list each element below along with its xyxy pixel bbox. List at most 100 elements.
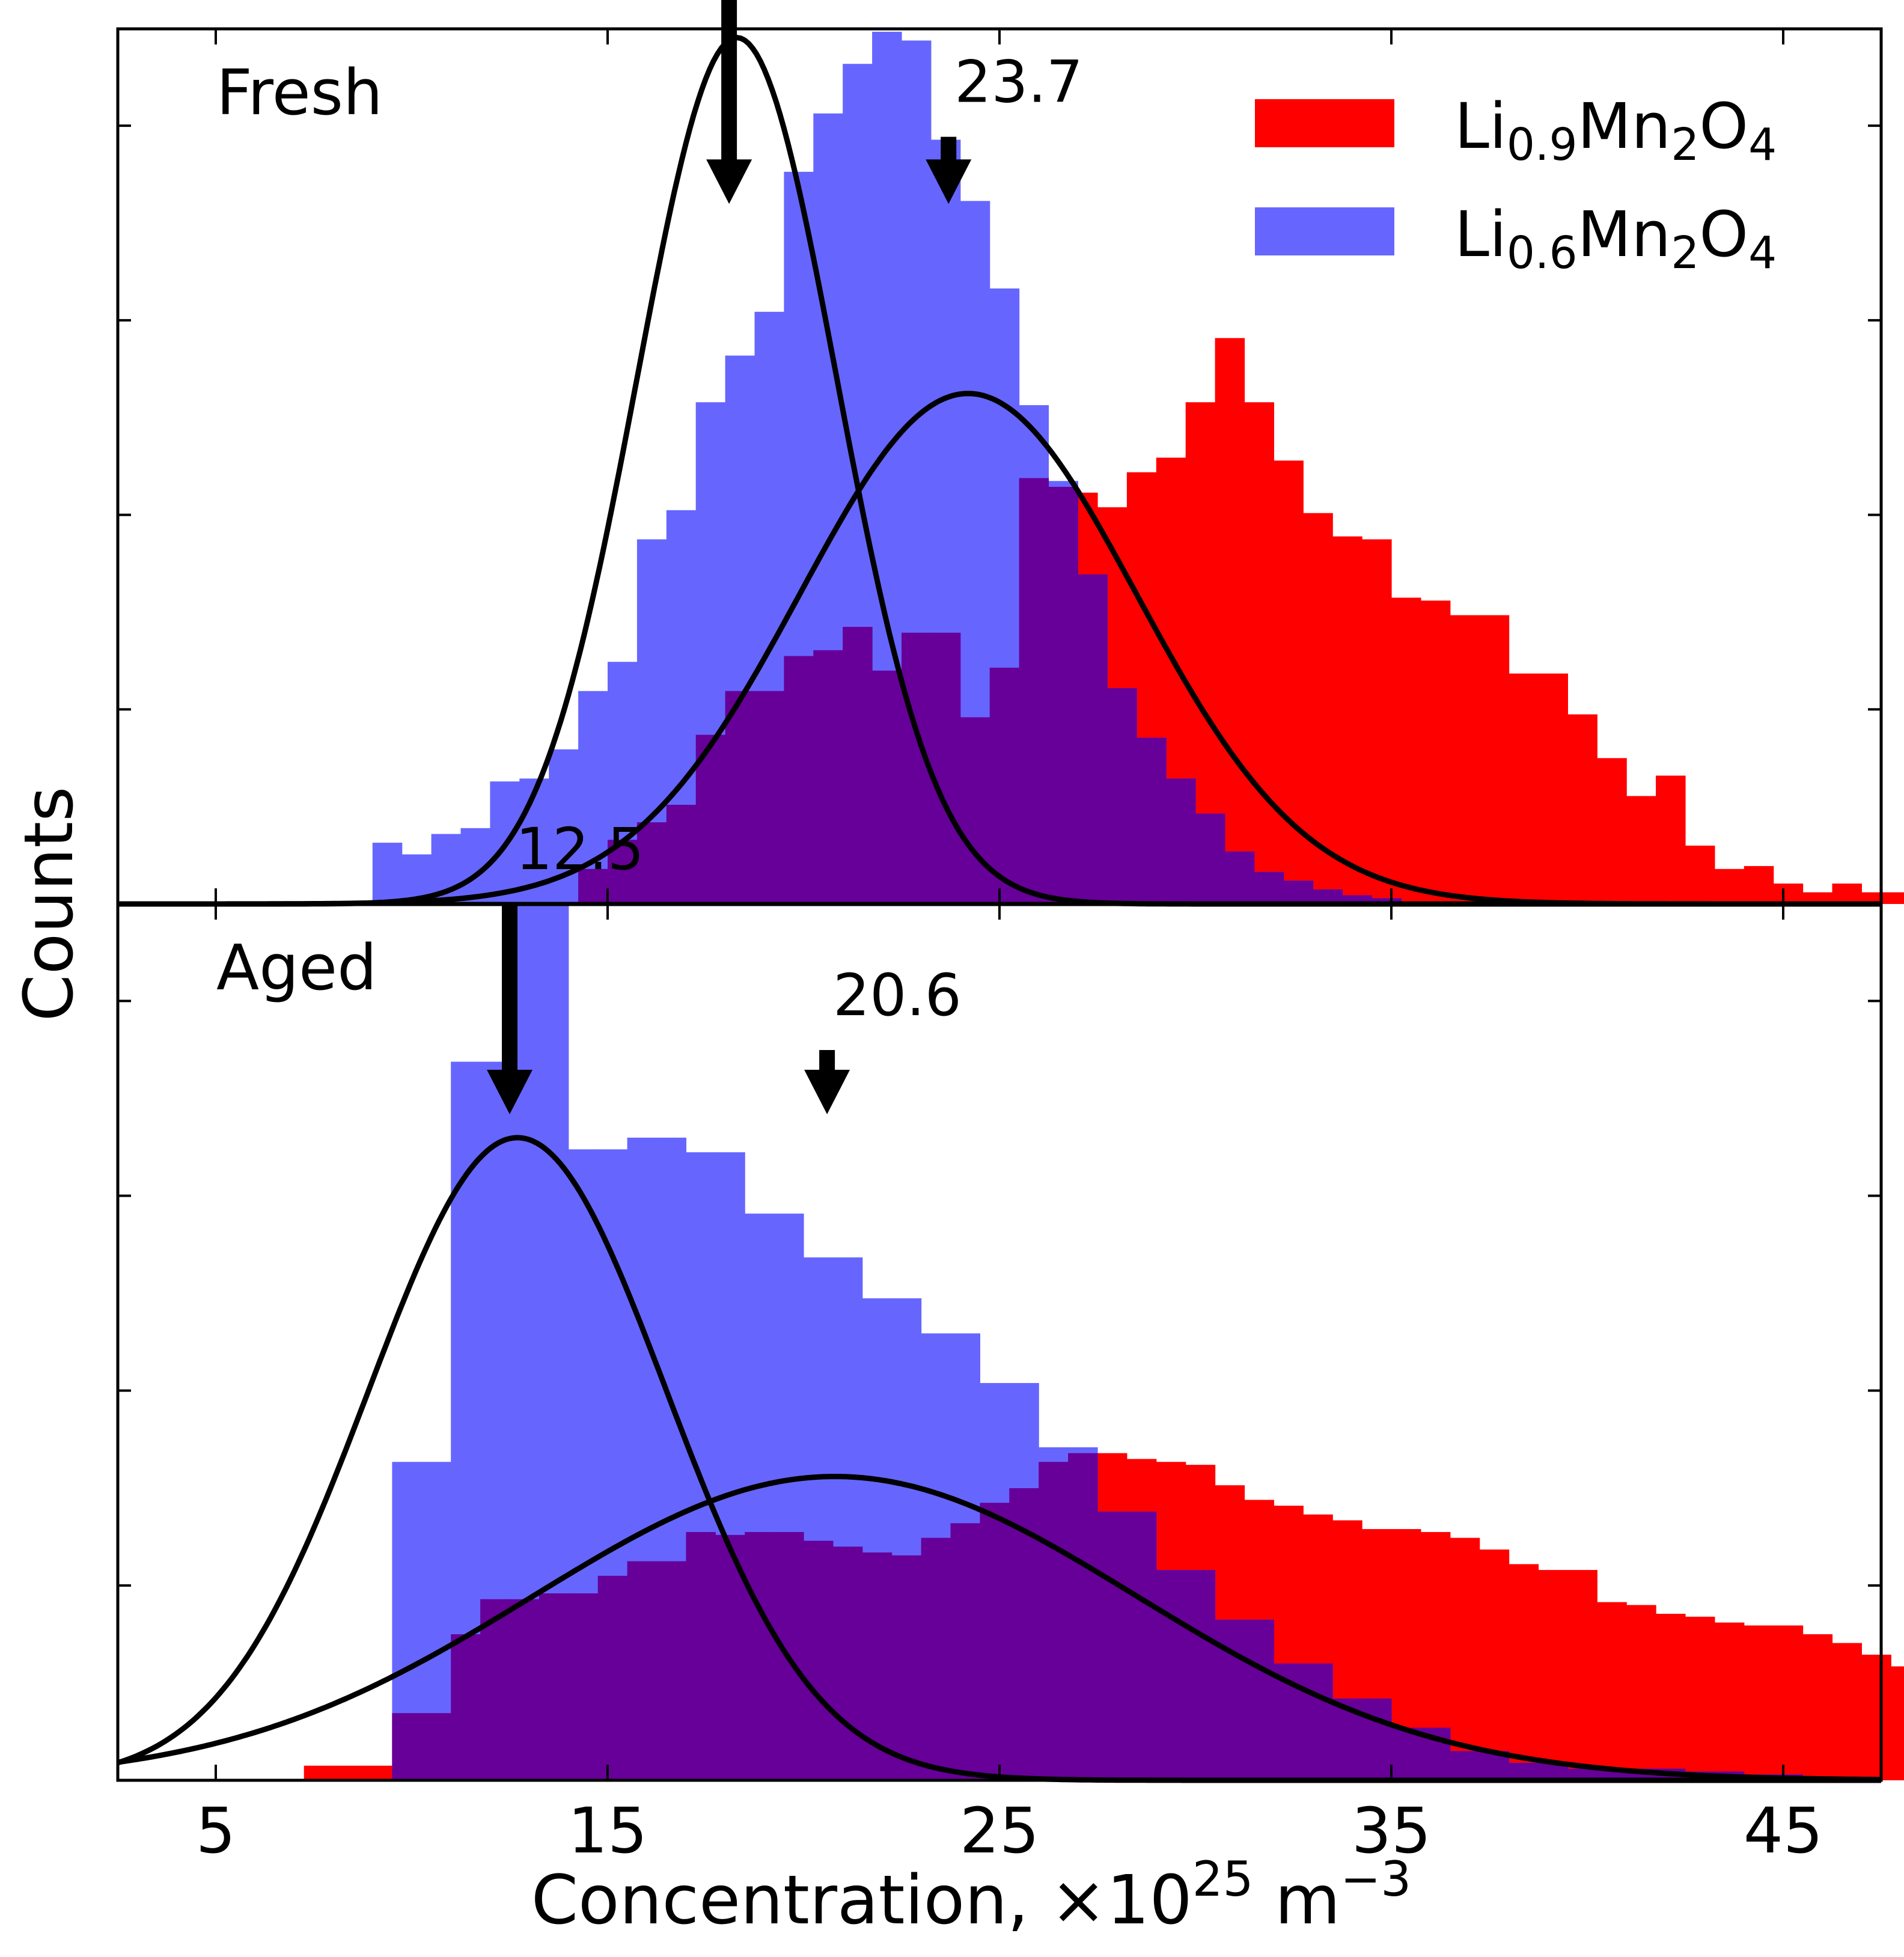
bar-li09-aged-1 [333, 1765, 364, 1780]
x-axis-label: Concentration, ×1025 m−3 [531, 1851, 1411, 1940]
x-tick-label-25: 25 [960, 1794, 1039, 1867]
bar-overlap-aged-13 [686, 1531, 716, 1780]
bar-overlap-fresh-12 [725, 691, 755, 904]
bar-overlap-fresh-25 [1107, 688, 1137, 904]
bar-li09-fresh-36 [1626, 796, 1656, 904]
bar-overlap-fresh-9 [636, 822, 667, 904]
aged-panel-title: Aged [216, 931, 377, 1004]
bar-li09-fresh-41 [1773, 884, 1804, 904]
bar-overlap-aged-26 [1068, 1453, 1098, 1780]
bar-overlap-aged-28 [1126, 1511, 1157, 1780]
bar-overlap-fresh-27 [1166, 778, 1196, 904]
bar-overlap-aged-4 [421, 1713, 451, 1780]
bar-li09-fresh-34 [1567, 714, 1597, 904]
bar-overlap-aged-20 [891, 1555, 922, 1780]
bar-overlap-fresh-22 [1019, 478, 1049, 904]
arrow-head-1 [926, 159, 972, 204]
fresh-annotations: 18.123.7 [706, 0, 1083, 204]
bar-overlap-fresh-31 [1283, 881, 1314, 904]
bar-overlap-aged-22 [950, 1523, 980, 1780]
bar-overlap-fresh-19 [930, 632, 961, 904]
bar-li09-fresh-33 [1538, 673, 1568, 904]
fresh-panel-title: Fresh [216, 56, 383, 129]
bar-overlap-aged-17 [804, 1540, 834, 1780]
bar-overlap-fresh-16 [843, 626, 873, 904]
x-tick-label-15: 15 [568, 1794, 647, 1867]
bar-overlap-fresh-28 [1195, 813, 1225, 904]
bar-li09-fresh-24 [1274, 460, 1304, 904]
bar-li09-fresh-26 [1332, 536, 1362, 904]
arrow-head-1 [804, 1069, 850, 1114]
x-tick-label-35: 35 [1352, 1794, 1431, 1867]
x-tick-labels: 5 15 25 35 45 [196, 1794, 1823, 1867]
fit-curve-aged-1 [117, 1474, 1882, 1783]
peak-label-12.5: 12.5 [516, 816, 644, 883]
aged-histogram-bars [304, 904, 1904, 1780]
bar-li09-aged-53 [1861, 1655, 1891, 1780]
bar-overlap-fresh-23 [1048, 486, 1078, 904]
bar-overlap-fresh-21 [989, 667, 1020, 904]
bar-overlap-fresh-15 [813, 650, 843, 904]
bar-overlap-aged-8 [539, 1593, 569, 1780]
bar-overlap-fresh-30 [1254, 872, 1284, 904]
bar-overlap-aged-34 [1303, 1663, 1333, 1780]
bar-overlap-fresh-10 [666, 804, 697, 904]
fresh-panel: 18.123.7 [118, 0, 1904, 907]
bar-overlap-aged-43 [1567, 1768, 1597, 1780]
bar-li09-aged-42 [1538, 1570, 1568, 1780]
bar-overlap-fresh-17 [872, 670, 902, 904]
bar-li09-aged-0 [304, 1765, 334, 1780]
bar-overlap-aged-37 [1391, 1727, 1421, 1780]
bar-li09-aged-48 [1714, 1622, 1745, 1780]
bar-overlap-aged-23 [980, 1503, 1010, 1780]
bar-li09-fresh-28 [1391, 597, 1421, 904]
bar-li09-aged-39 [1450, 1537, 1480, 1780]
bar-overlap-aged-25 [1039, 1462, 1069, 1780]
bar-overlap-fresh-14 [784, 656, 814, 904]
bar-overlap-aged-12 [656, 1561, 686, 1780]
peak-label-23.7: 23.7 [954, 49, 1083, 116]
bar-overlap-aged-27 [1097, 1511, 1127, 1780]
bar-li09-fresh-32 [1509, 673, 1539, 904]
peak-label-20.6: 20.6 [833, 962, 962, 1029]
bar-li09-aged-41 [1509, 1564, 1539, 1780]
bar-li09-fresh-30 [1450, 615, 1480, 904]
bar-li09-fresh-22 [1215, 338, 1245, 904]
bar-li09-fresh-31 [1479, 615, 1510, 904]
bar-overlap-aged-10 [597, 1575, 628, 1780]
legend: Li0.9Mn2O4 Li0.6Mn2O4 [1255, 90, 1777, 279]
bar-li09-aged-2 [362, 1765, 392, 1780]
bar-li09-aged-40 [1479, 1549, 1510, 1780]
x-tick-label-5: 5 [196, 1794, 236, 1867]
bar-overlap-fresh-34 [1372, 898, 1402, 904]
bar-overlap-fresh-26 [1137, 737, 1167, 904]
bar-li09-aged-46 [1656, 1613, 1686, 1780]
bar-li09-fresh-37 [1656, 775, 1686, 904]
bar-overlap-aged-5 [451, 1634, 481, 1780]
bar-overlap-fresh-29 [1224, 851, 1255, 904]
bar-li09-fresh-38 [1685, 845, 1715, 904]
bar-overlap-aged-9 [568, 1593, 599, 1780]
legend-swatch-li09 [1255, 99, 1394, 147]
bar-li09-fresh-40 [1744, 866, 1774, 904]
bar-li09-aged-52 [1832, 1643, 1862, 1780]
bar-li09-aged-49 [1744, 1625, 1774, 1780]
arrow-head-0 [706, 159, 752, 204]
bar-li09-aged-54 [1891, 1666, 1904, 1780]
bar-overlap-fresh-20 [960, 717, 990, 904]
bar-li09-aged-47 [1685, 1616, 1715, 1780]
bar-overlap-aged-29 [1156, 1570, 1186, 1780]
bar-li09-fresh-42 [1802, 892, 1833, 904]
bar-overlap-aged-41 [1509, 1762, 1539, 1780]
bar-li09-fresh-45 [1891, 892, 1904, 904]
bar-overlap-aged-18 [832, 1546, 863, 1780]
bar-li09-aged-50 [1773, 1625, 1804, 1780]
bar-overlap-aged-21 [921, 1537, 951, 1780]
fresh-histogram-bars [372, 31, 1904, 905]
bar-overlap-aged-30 [1185, 1570, 1216, 1780]
bar-overlap-aged-11 [627, 1561, 658, 1780]
bar-li09-fresh-39 [1714, 869, 1745, 904]
x-tick-label-45: 45 [1744, 1794, 1823, 1867]
bar-overlap-aged-39 [1450, 1751, 1480, 1780]
